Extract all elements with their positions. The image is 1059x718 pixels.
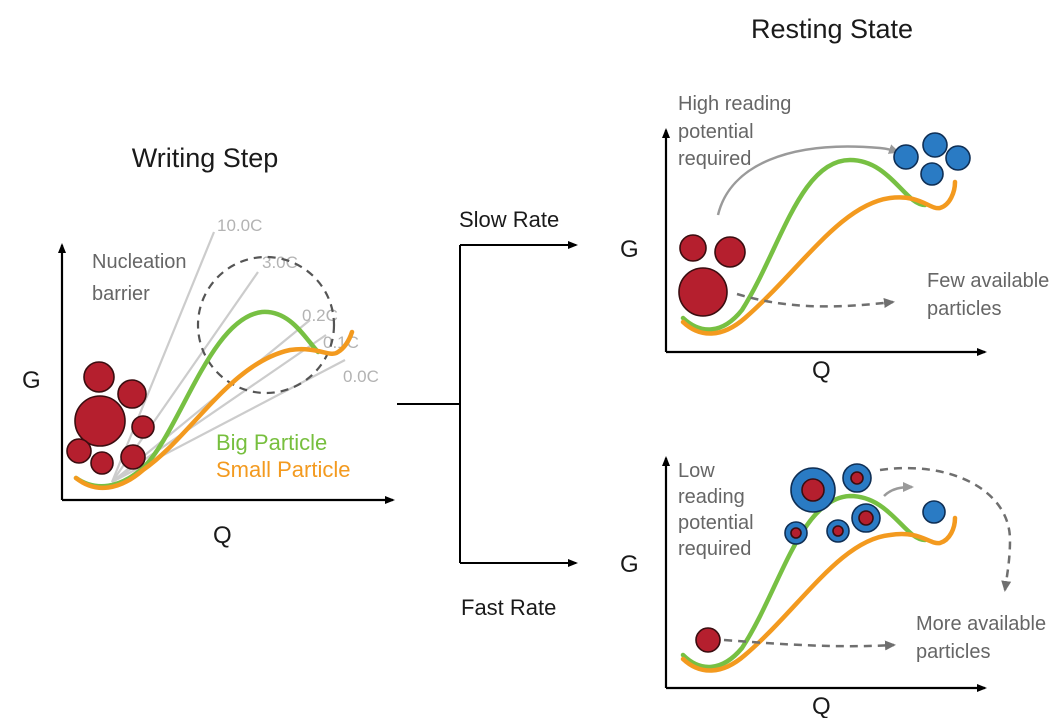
slow-rate-label: Slow Rate xyxy=(459,207,559,232)
bottom-lithiated-particle xyxy=(695,627,721,653)
resting-bottom-panel: G Q Low reading potential required xyxy=(620,456,1052,718)
bottom-curved-dashed-arrow xyxy=(879,466,1012,592)
rate-line-10c xyxy=(110,231,216,483)
particle xyxy=(131,415,155,439)
bottom-small-particle-curve xyxy=(680,515,958,673)
writing-x-axis-label: Q xyxy=(213,522,232,549)
rate-label-10c: 10.0C xyxy=(217,216,262,235)
bottom-core-shell-particles xyxy=(784,463,881,545)
top-small-particle-curve xyxy=(680,179,958,336)
writing-y-axis-label: G xyxy=(22,367,41,394)
fast-rate-label: Fast Rate xyxy=(461,595,556,620)
particle-core xyxy=(850,471,864,485)
resting-top-panel: G Q High reading potential required Few … xyxy=(620,93,1055,384)
particle xyxy=(117,379,147,409)
top-x-axis-label: Q xyxy=(812,357,831,384)
particle-core xyxy=(858,510,874,526)
bottom-y-axis-label: G xyxy=(620,551,639,578)
top-big-particle-curve xyxy=(680,157,928,332)
bottom-x-axis-label: Q xyxy=(812,693,831,718)
particle xyxy=(714,236,746,268)
bottom-small-gray-arrow xyxy=(883,482,914,497)
particle xyxy=(83,361,115,393)
nucleation-barrier-label: Nucleation barrier xyxy=(92,251,192,305)
top-y-axis-label: G xyxy=(620,236,639,263)
writing-step-title: Writing Step xyxy=(132,143,279,173)
top-delithiated-particles xyxy=(893,132,971,186)
top-reading-note: High reading potential required xyxy=(678,93,797,170)
rate-label-0-2c: 0.2C xyxy=(302,306,338,325)
bottom-reading-note: Low reading potential required xyxy=(678,460,759,560)
resting-state-title: Resting State xyxy=(751,14,913,44)
rate-label-3c: 3.0C xyxy=(262,253,298,272)
top-availability-arrow xyxy=(736,292,895,308)
top-lithiated-particles xyxy=(678,234,746,317)
particle-core xyxy=(832,525,844,537)
particle xyxy=(893,144,919,170)
nucleation-barrier-circle xyxy=(196,255,336,395)
bottom-delithiated-particle xyxy=(922,500,946,524)
particle xyxy=(920,162,944,186)
particle xyxy=(74,395,126,447)
rate-branching: Slow Rate Fast Rate xyxy=(397,207,578,620)
particle xyxy=(66,438,92,464)
rate-labels: 10.0C 3.0C 0.2C 0.1C 0.0C xyxy=(217,216,379,386)
particle xyxy=(679,234,707,262)
particle xyxy=(678,267,728,317)
top-availability-note: Few available particles xyxy=(927,270,1055,320)
rate-label-0c: 0.0C xyxy=(343,367,379,386)
particle-core xyxy=(790,527,802,539)
particle xyxy=(120,444,146,470)
bottom-availability-arrow xyxy=(723,638,896,651)
particle xyxy=(945,145,971,171)
legend-small-particle: Small Particle xyxy=(216,457,350,482)
particle xyxy=(922,132,948,158)
small-particle-curve xyxy=(73,329,355,491)
writing-particle-cluster xyxy=(66,361,155,475)
particle xyxy=(90,451,114,475)
bottom-availability-note: More available particles xyxy=(916,613,1052,663)
particle-core xyxy=(801,478,825,502)
writing-step-panel: Writing Step 10.0C 3.0C 0.2C 0.1C 0.0C N… xyxy=(22,143,395,549)
rate-line-0-1c xyxy=(111,334,327,483)
legend-big-particle: Big Particle xyxy=(216,430,327,455)
top-reading-arrow xyxy=(716,144,900,216)
